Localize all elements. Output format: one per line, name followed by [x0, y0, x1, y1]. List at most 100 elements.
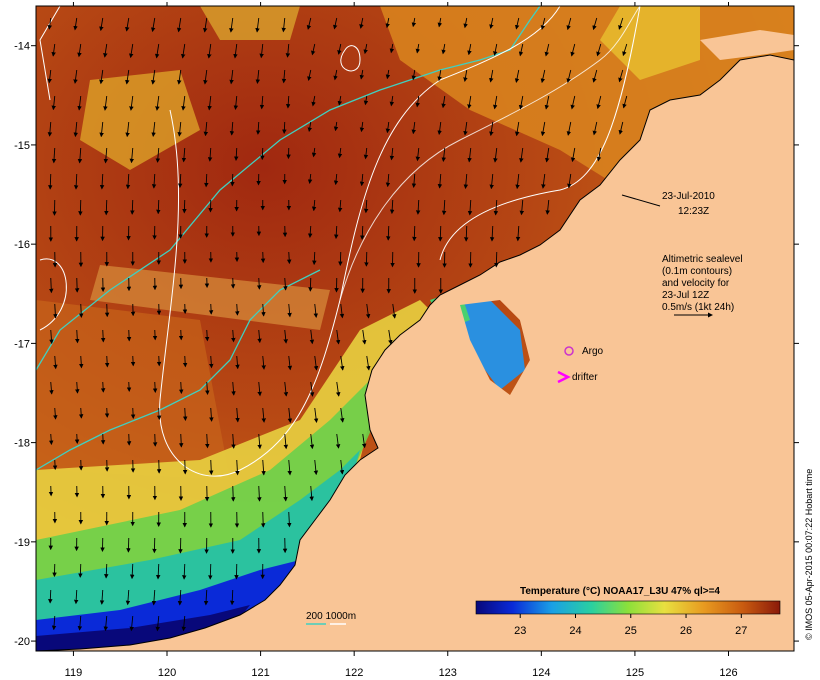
- velocity-arrow: [104, 563, 109, 579]
- velocity-arrow: [618, 17, 624, 30]
- credit-text: © IMOS 05-Apr-2015 00:07:22 Hobart time: [804, 469, 814, 640]
- velocity-arrow: [313, 459, 319, 476]
- sst-patch-cool-2: [36, 320, 430, 640]
- velocity-arrow: [209, 355, 214, 369]
- velocity-arrow: [544, 43, 550, 57]
- lon-tick-label: 124: [532, 667, 550, 679]
- longitude-axis: 119 120 121 122 123 124 125 126: [65, 2, 738, 679]
- velocity-arrow: [363, 199, 369, 214]
- velocity-arrow: [259, 43, 264, 59]
- velocity-arrow: [437, 17, 443, 28]
- velocity-arrow: [47, 121, 53, 137]
- velocity-arrow: [541, 173, 546, 189]
- velocity-arrow: [596, 43, 602, 57]
- velocity-arrow: [592, 17, 598, 31]
- velocity-arrow: [261, 459, 266, 476]
- velocity-arrow: [463, 17, 468, 29]
- velocity-arrow: [540, 17, 546, 30]
- velocity-arrow: [203, 121, 209, 137]
- velocity-arrow: [596, 95, 602, 110]
- velocity-arrow: [176, 17, 182, 33]
- velocity-arrow: [441, 199, 447, 216]
- velocity-arrow: [618, 121, 624, 135]
- velocity-arrow: [514, 121, 520, 137]
- sst-patch-coldest: [36, 605, 250, 651]
- velocity-arrow: [48, 433, 54, 446]
- altimetry-legend-line: 0.5m/s (1kt 24h): [662, 302, 734, 313]
- velocity-arrow: [360, 225, 365, 240]
- velocity-arrow: [437, 121, 442, 136]
- velocity-arrows: [47, 17, 628, 632]
- velocity-arrow: [205, 433, 210, 449]
- velocity-arrow: [229, 589, 235, 606]
- velocity-arrow: [99, 121, 104, 138]
- velocity-arrow: [333, 225, 339, 240]
- altimetry-contour: [39, 258, 67, 331]
- timestamp-time: 12:23Z: [678, 206, 709, 217]
- velocity-arrow: [234, 303, 240, 316]
- velocity-arrow: [592, 69, 598, 83]
- velocity-arrow: [104, 199, 109, 216]
- velocity-arrow: [515, 173, 520, 190]
- velocity-arrow: [261, 407, 266, 423]
- velocity-arrow: [182, 563, 187, 580]
- velocity-arrow: [566, 121, 572, 136]
- velocity-arrow: [178, 433, 184, 448]
- velocity-arrow: [389, 95, 395, 107]
- drifter-marker: [557, 370, 571, 384]
- velocity-arrow: [307, 121, 313, 133]
- velocity-arrow: [359, 173, 365, 187]
- lon-tick-label: 121: [251, 667, 269, 679]
- velocity-arrow: [441, 43, 446, 55]
- velocity-arrow: [180, 43, 186, 59]
- velocity-arrow: [313, 303, 319, 318]
- velocity-arrow: [359, 69, 365, 80]
- velocity-arrow: [286, 251, 292, 265]
- velocity-arrow: [566, 69, 572, 84]
- velocity-arrow: [48, 277, 54, 294]
- velocity-arrow: [365, 303, 371, 319]
- velocity-arrow: [178, 381, 184, 395]
- velocity-arrow: [73, 589, 79, 605]
- velocity-arrow: [441, 95, 446, 109]
- velocity-arrow: [309, 329, 315, 345]
- velocity-arrow: [204, 329, 210, 342]
- lon-tick-label: 126: [719, 667, 737, 679]
- velocity-arrow: [415, 43, 421, 54]
- velocity-arrow: [333, 69, 338, 81]
- velocity-arrow: [493, 147, 498, 163]
- velocity-arrow: [519, 199, 525, 216]
- altimetry-legend-line: 23-Jul 12Z: [662, 290, 709, 301]
- velocity-arrow: [99, 589, 105, 605]
- velocity-arrow: [177, 69, 182, 85]
- velocity-arrow: [73, 17, 78, 31]
- velocity-arrow: [255, 17, 260, 33]
- velocity-arrow: [282, 121, 287, 135]
- sst-patch-cool-3: [36, 450, 360, 645]
- velocity-arrow: [385, 173, 391, 188]
- altimetry-contour: [340, 45, 361, 72]
- velocity-arrow: [441, 147, 446, 162]
- velocity-arrow: [129, 563, 135, 580]
- velocity-arrow: [335, 329, 341, 345]
- velocity-arrow: [336, 381, 341, 397]
- velocity-arrow: [255, 121, 261, 135]
- velocity-arrow: [255, 69, 261, 84]
- velocity-arrow: [337, 199, 343, 213]
- velocity-arrow: [177, 589, 183, 606]
- lat-tick-label: -15: [14, 140, 30, 152]
- velocity-arrow: [283, 485, 288, 502]
- velocity-arrow: [51, 43, 56, 57]
- latitude-axis: -14 -15 -16 -17 -18 -19 -20: [14, 41, 799, 648]
- velocity-arrow: [229, 17, 234, 33]
- colorbar-tick-label: 27: [735, 625, 747, 637]
- velocity-arrow: [622, 43, 628, 57]
- velocity-arrow: [208, 459, 214, 476]
- velocity-arrow: [540, 69, 546, 84]
- velocity-arrow: [514, 69, 520, 83]
- velocity-arrow: [257, 433, 262, 450]
- velocity-arrow: [99, 173, 105, 190]
- velocity-arrow: [125, 121, 130, 138]
- velocity-arrow: [359, 17, 364, 29]
- velocity-arrow: [570, 147, 576, 163]
